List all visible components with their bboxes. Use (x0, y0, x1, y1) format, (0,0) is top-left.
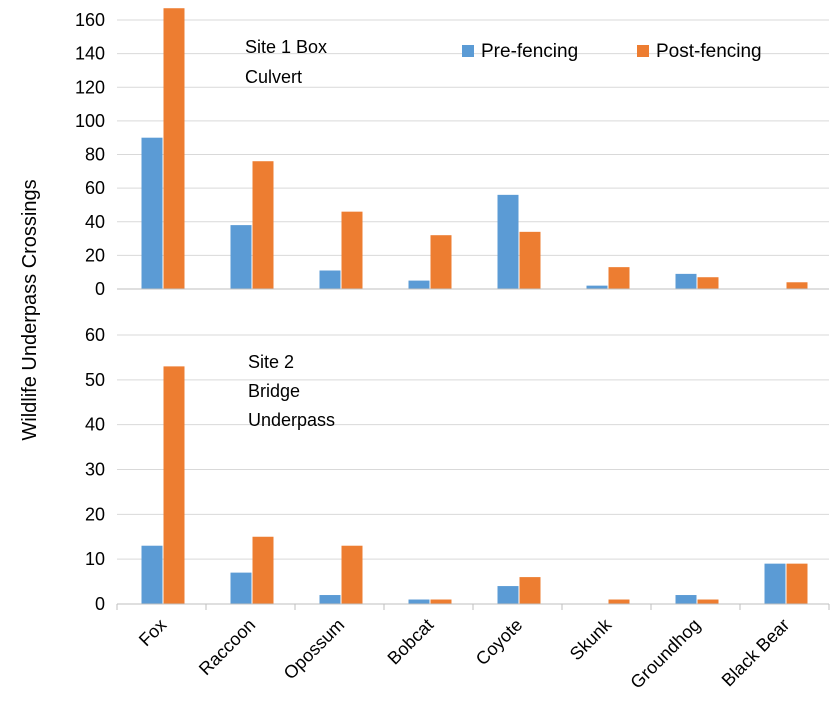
y-tick-label: 10 (85, 549, 105, 569)
bar-pre-fencing-black-bear (764, 563, 786, 604)
y-tick-label: 50 (85, 370, 105, 390)
bar-pre-fencing-groundhog (675, 595, 697, 604)
y-tick-label: 120 (75, 77, 105, 97)
bar-pre-fencing-opossum (319, 595, 341, 604)
bar-pre-fencing-raccoon (230, 572, 252, 604)
legend-swatch-post-fencing (637, 45, 649, 57)
legend: Pre-fencing Post-fencing (462, 41, 762, 62)
bar-post-fencing-coyote (519, 577, 541, 604)
panel-annotation: Bridge (248, 381, 300, 401)
y-tick-label: 40 (85, 415, 105, 435)
bar-post-fencing-fox (163, 366, 185, 604)
bar-post-fencing-black-bear (786, 282, 808, 289)
bar-pre-fencing-groundhog (675, 273, 697, 289)
panel-annotation: Site 2 (248, 352, 294, 372)
panel-annotation: Underpass (248, 410, 335, 430)
y-tick-label: 20 (85, 504, 105, 524)
panel-annotation: Culvert (245, 67, 302, 87)
bar-post-fencing-opossum (341, 211, 363, 289)
y-tick-label: 100 (75, 111, 105, 131)
y-tick-label: 20 (85, 245, 105, 265)
category-label: Coyote (472, 615, 526, 669)
bar-post-fencing-bobcat (430, 599, 452, 604)
y-tick-label: 140 (75, 44, 105, 64)
bar-post-fencing-fox (163, 8, 185, 289)
y-tick-label: 60 (85, 178, 105, 198)
category-labels: Fox Raccoon Opossum Bobcat Coyote Skunk Ground… (135, 614, 793, 693)
y-tick-label: 160 (75, 10, 105, 30)
bar-post-fencing-raccoon (252, 536, 274, 604)
bar-post-fencing-bobcat (430, 235, 452, 289)
legend-label-post-fencing: Post-fencing (656, 41, 762, 62)
bar-pre-fencing-raccoon (230, 225, 252, 289)
category-label: Black Bear (718, 615, 794, 691)
bar-pre-fencing-skunk (586, 285, 608, 289)
bar-post-fencing-skunk (608, 267, 630, 289)
bar-post-fencing-groundhog (697, 277, 719, 289)
category-label: Bobcat (384, 615, 438, 669)
category-label: Opossum (280, 615, 349, 684)
y-axis-label: Wildlife Underpass Crossings (19, 179, 41, 440)
legend-swatch-pre-fencing (462, 45, 474, 57)
y-tick-label: 0 (95, 594, 105, 614)
legend-label-pre-fencing: Pre-fencing (481, 41, 578, 62)
bar-post-fencing-skunk (608, 599, 630, 604)
category-label: Fox (135, 615, 170, 650)
chart-panels: 0 20 40 60 80 100 120 140 160 Site 1 Box Culvert 0 1… (75, 8, 830, 614)
bar-pre-fencing-coyote (497, 586, 519, 604)
category-label: Skunk (566, 614, 616, 664)
y-tick-label: 80 (85, 145, 105, 165)
bar-post-fencing-opossum (341, 545, 363, 604)
bar-post-fencing-black-bear (786, 563, 808, 604)
bar-pre-fencing-bobcat (408, 599, 430, 604)
y-tick-label: 40 (85, 212, 105, 232)
bar-pre-fencing-coyote (497, 194, 519, 289)
panel-2: 0 10 20 30 40 50 60 Site 2 Bridge Underpass (85, 325, 830, 614)
category-label: Groundhog (626, 615, 704, 693)
y-tick-label: 0 (95, 279, 105, 299)
bar-post-fencing-coyote (519, 231, 541, 289)
bar-pre-fencing-fox (141, 545, 163, 604)
panel-annotation: Site 1 Box (245, 37, 327, 57)
bar-post-fencing-raccoon (252, 161, 274, 289)
panel-1: 0 20 40 60 80 100 120 140 160 Site 1 Box Culvert (75, 8, 829, 299)
y-tick-label: 30 (85, 460, 105, 480)
bar-post-fencing-groundhog (697, 599, 719, 604)
bar-pre-fencing-fox (141, 137, 163, 289)
bar-pre-fencing-opossum (319, 270, 341, 289)
bar-pre-fencing-bobcat (408, 280, 430, 289)
y-tick-label: 60 (85, 325, 105, 345)
category-label: Raccoon (195, 615, 259, 679)
